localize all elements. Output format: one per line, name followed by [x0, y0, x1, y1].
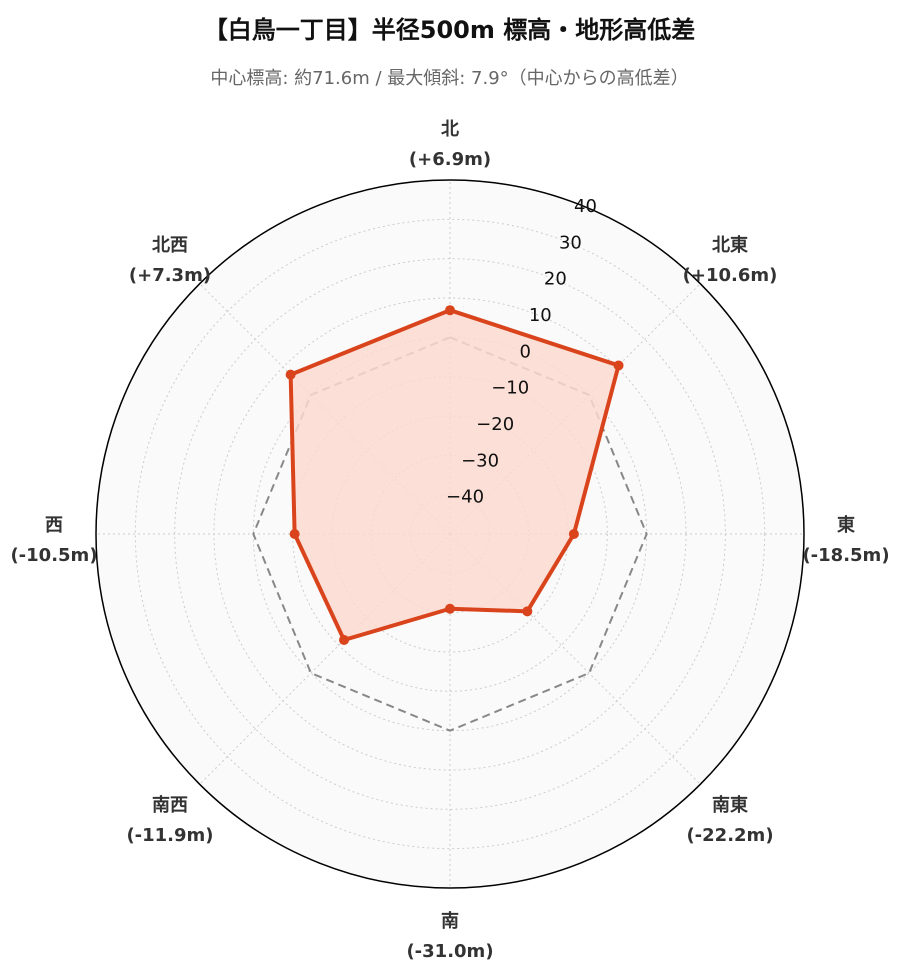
radial-tick-label: −20 [476, 414, 514, 435]
direction-value: (-10.5m) [10, 545, 97, 566]
direction-label: 北西 (+7.3m) [129, 235, 211, 286]
direction-label: 北 (+6.9m) [409, 119, 491, 170]
radial-tick-label: 20 [544, 269, 567, 290]
direction-name: 南西 [152, 794, 188, 816]
grid-spoke [199, 533, 451, 785]
direction-labels: 北 (+6.9m) 北東 (+10.6m) 東 (-18.5m) 南東 (-22.2m) 南 (-… [10, 119, 889, 962]
direction-label: 北東 (+10.6m) [683, 234, 778, 286]
direction-name: 南 [441, 910, 459, 932]
direction-value: (+6.9m) [409, 149, 491, 170]
radial-tick-label: 40 [574, 196, 597, 217]
direction-label: 東 (-18.5m) [802, 514, 889, 566]
direction-value: (-31.0m) [406, 941, 493, 962]
series-points [285, 305, 624, 645]
series-point-0 [445, 305, 455, 316]
direction-label: 西 (-10.5m) [10, 515, 97, 566]
radial-tick-label: 10 [529, 305, 552, 326]
direction-name: 北西 [152, 235, 188, 256]
direction-value: (+7.3m) [129, 265, 211, 286]
direction-label: 南東 (-22.2m) [686, 794, 773, 846]
direction-name: 東 [837, 514, 855, 536]
series-point-3 [522, 606, 533, 617]
series-point-6 [289, 529, 300, 539]
direction-name: 北 [441, 119, 459, 140]
direction-name: 北東 [712, 234, 748, 256]
grid-spokes [96, 180, 804, 888]
direction-label: 南 (-31.0m) [406, 910, 493, 962]
direction-value: (-11.9m) [126, 825, 213, 846]
direction-label: 南西 (-11.9m) [126, 794, 213, 846]
series-point-1 [613, 360, 624, 371]
series-area [290, 310, 619, 640]
chart-title: 【白鳥一丁目】半径500m 標高・地形高低差 [203, 16, 696, 44]
radial-tick-label: 0 [520, 341, 531, 362]
direction-value: (-22.2m) [686, 825, 773, 846]
radial-tick-label: −10 [491, 378, 529, 399]
direction-name: 南東 [712, 794, 748, 816]
series-point-4 [445, 603, 455, 614]
direction-value: (+10.6m) [683, 265, 778, 286]
series-point-5 [339, 634, 350, 645]
chart-subtitle: 中心標高: 約71.6m / 最大傾斜: 7.9°（中心からの高低差） [210, 68, 689, 89]
grid-spoke [449, 533, 701, 785]
radial-tick-label: 30 [559, 232, 582, 253]
radial-tick-label: −40 [446, 487, 484, 508]
direction-value: (-18.5m) [802, 545, 889, 566]
plot-frame [95, 179, 805, 889]
radial-tick-label: −30 [461, 450, 499, 471]
radial-tick-labels: 40 30 20 10 0 −10 −20 −30 −40 [446, 196, 597, 508]
direction-name: 西 [45, 515, 63, 536]
grid-ring [134, 218, 766, 850]
series-point-7 [285, 369, 296, 380]
series-point-2 [568, 529, 579, 539]
